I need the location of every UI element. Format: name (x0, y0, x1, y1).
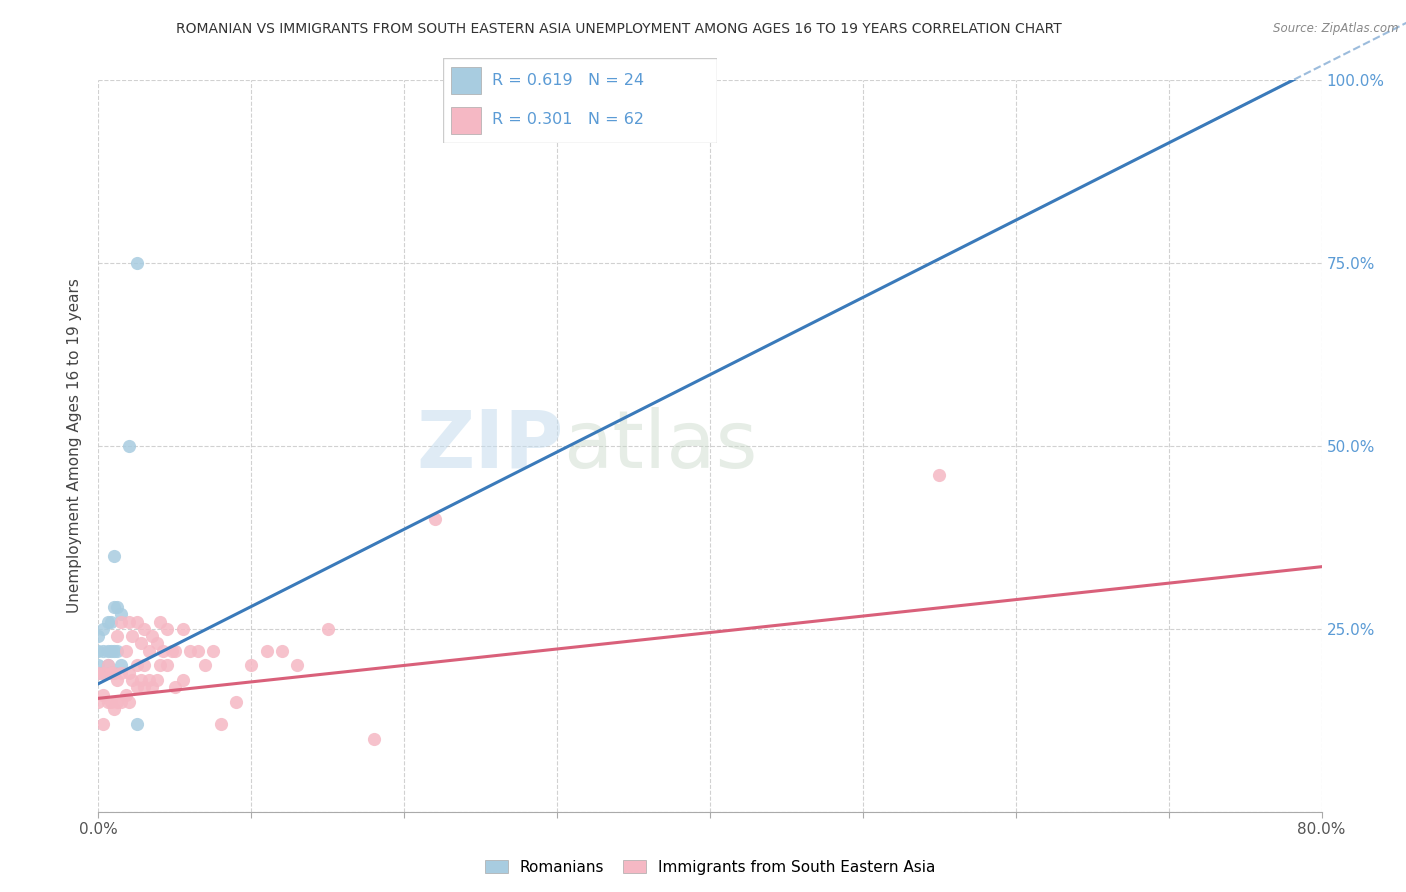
Point (87, 665, 110, 680)
Point (87, 695, 110, 709)
Point (423, 512, 446, 526)
Point (118, 439, 141, 453)
Point (118, 665, 141, 680)
Point (125, 615, 148, 629)
Point (91, 665, 114, 680)
Point (194, 658, 217, 673)
Point (316, 622, 339, 636)
Text: atlas: atlas (564, 407, 758, 485)
Y-axis label: Unemployment Among Ages 16 to 19 years: Unemployment Among Ages 16 to 19 years (67, 278, 83, 614)
Point (179, 644, 201, 658)
Point (103, 599, 125, 614)
Point (141, 629, 163, 643)
Point (138, 644, 160, 658)
Point (103, 644, 125, 658)
Legend: Romanians, Immigrants from South Eastern Asia: Romanians, Immigrants from South Eastern… (478, 854, 942, 881)
Point (125, 681, 148, 695)
Point (103, 665, 125, 680)
Point (105, 673, 128, 687)
Text: ZIP: ZIP (416, 407, 564, 485)
Point (100, 615, 122, 629)
Point (209, 717, 232, 731)
Point (103, 665, 125, 680)
Point (105, 599, 128, 614)
Point (110, 665, 132, 680)
Point (100, 644, 122, 658)
Point (256, 644, 278, 658)
Text: R = 0.301   N = 62: R = 0.301 N = 62 (492, 112, 644, 128)
Point (97, 695, 120, 709)
Point (163, 644, 186, 658)
Point (225, 695, 247, 709)
Point (270, 644, 292, 658)
Point (91, 717, 114, 731)
Point (97, 644, 120, 658)
Point (363, 731, 385, 746)
Point (87, 644, 110, 658)
Point (125, 717, 148, 731)
Point (156, 622, 179, 636)
Point (125, 256, 148, 270)
Point (163, 681, 186, 695)
Point (110, 658, 132, 673)
Point (134, 658, 156, 673)
Point (121, 629, 143, 643)
Point (141, 681, 163, 695)
Point (97, 658, 120, 673)
Point (91, 665, 114, 680)
Point (145, 673, 167, 687)
Point (110, 607, 132, 622)
Point (105, 644, 128, 658)
Point (118, 615, 141, 629)
Point (100, 665, 122, 680)
Point (129, 673, 152, 687)
Point (187, 644, 209, 658)
Point (115, 688, 138, 702)
Point (118, 695, 141, 709)
Point (91, 688, 114, 702)
Point (152, 644, 174, 658)
Point (125, 658, 148, 673)
Point (285, 658, 308, 673)
Point (91, 644, 114, 658)
Point (91, 622, 114, 636)
Point (105, 695, 128, 709)
Point (103, 702, 125, 716)
Point (100, 665, 122, 680)
Text: ROMANIAN VS IMMIGRANTS FROM SOUTH EASTERN ASIA UNEMPLOYMENT AMONG AGES 16 TO 19 : ROMANIAN VS IMMIGRANTS FROM SOUTH EASTER… (176, 22, 1062, 37)
Point (202, 644, 225, 658)
Point (87, 629, 110, 643)
Point (149, 615, 172, 629)
Point (115, 644, 138, 658)
Point (172, 673, 194, 687)
FancyBboxPatch shape (451, 67, 481, 95)
Point (87, 665, 110, 680)
FancyBboxPatch shape (443, 58, 717, 143)
Point (145, 636, 167, 650)
Point (105, 629, 128, 643)
Point (134, 681, 156, 695)
Point (172, 622, 194, 636)
Text: R = 0.619   N = 24: R = 0.619 N = 24 (492, 73, 644, 88)
Point (97, 658, 120, 673)
Point (87, 658, 110, 673)
Point (240, 658, 263, 673)
FancyBboxPatch shape (451, 107, 481, 134)
Point (121, 673, 143, 687)
Point (110, 615, 132, 629)
Point (129, 636, 152, 650)
Point (156, 658, 179, 673)
Point (103, 549, 125, 563)
Point (110, 695, 132, 709)
Point (149, 658, 172, 673)
Point (97, 615, 120, 629)
Point (138, 673, 160, 687)
Point (100, 695, 122, 709)
Point (928, 468, 950, 483)
Point (134, 622, 156, 636)
Text: Source: ZipAtlas.com: Source: ZipAtlas.com (1274, 22, 1399, 36)
Point (160, 644, 183, 658)
